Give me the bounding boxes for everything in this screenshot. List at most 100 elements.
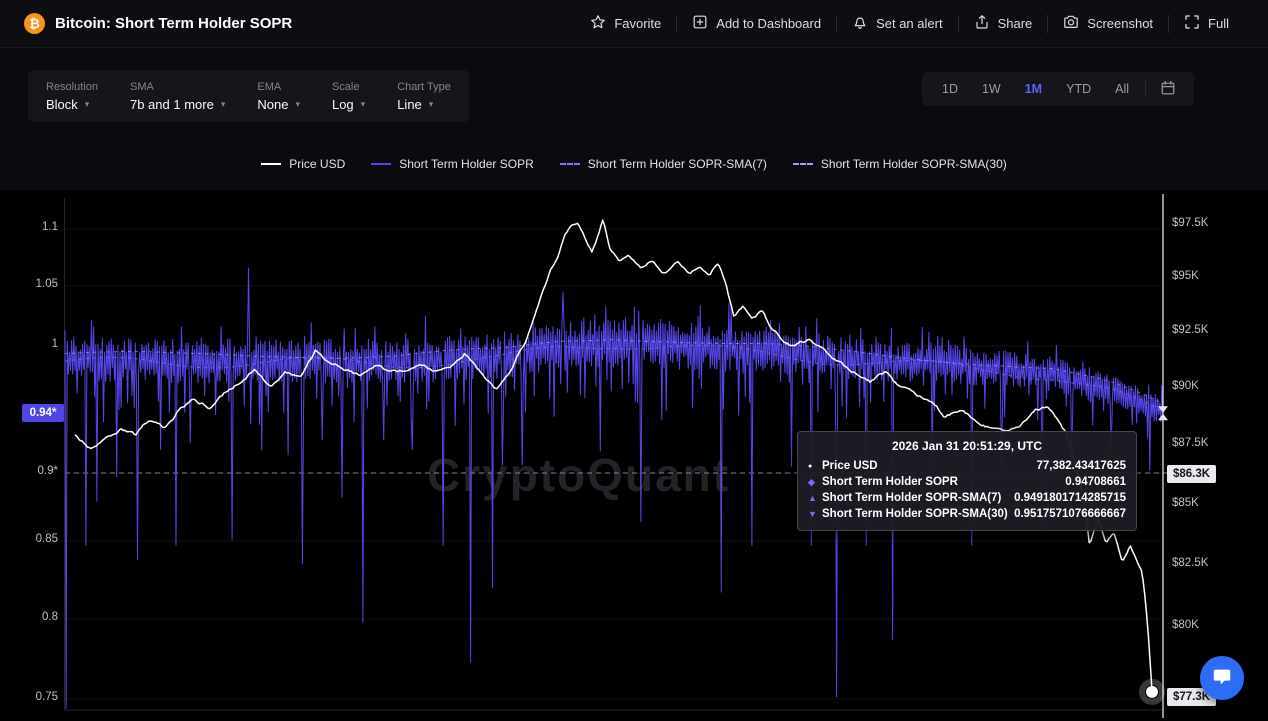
range-1d-button[interactable]: 1D — [930, 82, 970, 96]
set-alert-label: Set an alert — [876, 16, 943, 31]
dot-marker-icon: ● — [808, 463, 822, 470]
sma-value: 7b and 1 more — [130, 97, 214, 112]
share-label: Share — [998, 16, 1033, 31]
left-axis-tick: 0.75 — [16, 691, 58, 703]
date-range-button[interactable] — [1150, 80, 1186, 99]
right-axis-tick: $80K — [1172, 619, 1199, 631]
share-icon — [974, 14, 990, 33]
add-to-dashboard-label: Add to Dashboard — [716, 16, 821, 31]
star-icon — [590, 14, 606, 33]
chart-type-label: Chart Type — [397, 81, 451, 93]
resolution-value: Block — [46, 97, 78, 112]
legend-item-sopr[interactable]: Short Term Holder SOPR — [371, 157, 534, 171]
ema-label: EMA — [257, 81, 300, 93]
calendar-icon — [1160, 80, 1176, 99]
fullscreen-button[interactable]: Full — [1169, 9, 1244, 39]
tooltip-row-price: ● Price USD 77,382.43417625 — [808, 458, 1126, 474]
tooltip-row-sopr: ◆ Short Term Holder SOPR 0.94708661 — [808, 474, 1126, 490]
bell-icon — [852, 14, 868, 33]
resolution-dropdown[interactable]: Resolution Block ▾ — [30, 70, 114, 122]
chart-tooltip: 2026 Jan 31 20:51:29, UTC ● Price USD 77… — [797, 431, 1137, 531]
chevron-down-icon: ▾ — [85, 99, 90, 110]
tooltip-value: 0.9517571076666667 — [1014, 508, 1126, 520]
legend-swatch — [560, 163, 580, 165]
tooltip-label: Short Term Holder SOPR-SMA(7) — [822, 492, 1001, 504]
legend-item-sopr-sma7[interactable]: Short Term Holder SOPR-SMA(7) — [560, 157, 767, 171]
diamond-marker-icon: ◆ — [808, 477, 822, 488]
right-axis-tick: $97.5K — [1172, 217, 1208, 229]
add-to-dashboard-button[interactable]: Add to Dashboard — [677, 9, 836, 39]
chat-widget-button[interactable] — [1200, 656, 1244, 700]
right-axis-tick: $95K — [1172, 270, 1199, 282]
scale-dropdown[interactable]: Scale Log ▾ — [316, 70, 381, 122]
right-axis-tick: $87.5K — [1172, 437, 1208, 449]
range-1w-button[interactable]: 1W — [970, 82, 1013, 96]
bitcoin-icon: ₿ — [24, 13, 45, 34]
left-axis-tick: 0.85 — [16, 533, 58, 545]
fullscreen-label: Full — [1208, 16, 1229, 31]
legend-swatch — [793, 163, 813, 165]
chevron-down-icon: ▾ — [221, 99, 226, 110]
range-all-button[interactable]: All — [1103, 82, 1141, 96]
chart-controls-panel: Resolution Block ▾ SMA 7b and 1 more ▾ EMA… — [28, 70, 469, 122]
page-title: Bitcoin: Short Term Holder SOPR — [55, 15, 292, 32]
favorite-label: Favorite — [614, 16, 661, 31]
ema-value: None — [257, 97, 288, 112]
right-axis-tick: $90K — [1172, 380, 1199, 392]
chevron-down-icon: ▾ — [361, 99, 366, 110]
chart-legend: Price USD Short Term Holder SOPR Short T… — [0, 157, 1268, 171]
legend-label: Short Term Holder SOPR-SMA(7) — [588, 157, 767, 171]
legend-swatch — [261, 163, 281, 165]
tooltip-value: 77,382.43417625 — [1036, 460, 1126, 472]
tooltip-label: Price USD — [822, 460, 878, 472]
chart-type-dropdown[interactable]: Chart Type Line ▾ — [381, 70, 467, 122]
legend-item-sopr-sma30[interactable]: Short Term Holder SOPR-SMA(30) — [793, 157, 1007, 171]
header-actions: Favorite Add to Dashboard Set an alert S… — [575, 9, 1244, 39]
sma-dropdown[interactable]: SMA 7b and 1 more ▾ — [114, 70, 241, 122]
left-axis-tick: 0.8 — [16, 611, 58, 623]
left-axis-tick: 0.9* — [16, 465, 58, 477]
screenshot-button[interactable]: Screenshot — [1048, 9, 1168, 39]
legend-label: Short Term Holder SOPR-SMA(30) — [821, 157, 1007, 171]
range-ytd-button[interactable]: YTD — [1054, 82, 1103, 96]
share-button[interactable]: Share — [959, 9, 1048, 39]
app-root: ₿ Bitcoin: Short Term Holder SOPR Favori… — [0, 0, 1268, 721]
add-to-dashboard-icon — [692, 14, 708, 33]
tooltip-timestamp: 2026 Jan 31 20:51:29, UTC — [808, 439, 1126, 453]
legend-swatch — [371, 163, 391, 165]
left-axis-tick: 1.1 — [16, 221, 58, 233]
left-axis-tick: 1.05 — [16, 278, 58, 290]
tooltip-value: 0.9491801714285715 — [1014, 492, 1126, 504]
current-sopr-badge: 0.94* — [22, 404, 64, 422]
right-axis-tick: $92.5K — [1172, 324, 1208, 336]
tooltip-label: Short Term Holder SOPR — [822, 476, 958, 488]
header: ₿ Bitcoin: Short Term Holder SOPR Favori… — [0, 0, 1268, 48]
set-alert-button[interactable]: Set an alert — [837, 9, 958, 39]
ema-dropdown[interactable]: EMA None ▾ — [241, 70, 316, 122]
fullscreen-icon — [1184, 14, 1200, 33]
range-1m-button[interactable]: 1M — [1013, 82, 1054, 96]
scale-value: Log — [332, 97, 354, 112]
range-selector: 1D 1W 1M YTD All — [922, 72, 1194, 106]
legend-label: Short Term Holder SOPR — [399, 157, 534, 171]
triangle-down-marker-icon: ▼ — [808, 509, 822, 519]
screenshot-label: Screenshot — [1087, 16, 1153, 31]
chart-area[interactable]: CryptoQuant 1.1 1.05 1 0.9* 0.85 0.8 0.7… — [0, 190, 1268, 721]
tooltip-row-sma30: ▼ Short Term Holder SOPR-SMA(30) 0.95175… — [808, 506, 1126, 522]
chevron-down-icon: ▾ — [429, 99, 434, 110]
chat-icon — [1211, 666, 1233, 691]
left-axis-tick: 1 — [16, 338, 58, 350]
scale-label: Scale — [332, 81, 365, 93]
right-axis-tick: $82.5K — [1172, 557, 1208, 569]
favorite-button[interactable]: Favorite — [575, 9, 676, 39]
tooltip-value: 0.94708661 — [1065, 476, 1126, 488]
triangle-up-marker-icon: ▲ — [808, 493, 822, 503]
tooltip-label: Short Term Holder SOPR-SMA(30) — [822, 508, 1008, 520]
chevron-down-icon: ▾ — [295, 99, 300, 110]
divider — [1145, 81, 1146, 97]
legend-label: Price USD — [289, 157, 345, 171]
sma-label: SMA — [130, 81, 225, 93]
chart-type-value: Line — [397, 97, 422, 112]
resolution-label: Resolution — [46, 81, 98, 93]
legend-item-price-usd[interactable]: Price USD — [261, 157, 345, 171]
